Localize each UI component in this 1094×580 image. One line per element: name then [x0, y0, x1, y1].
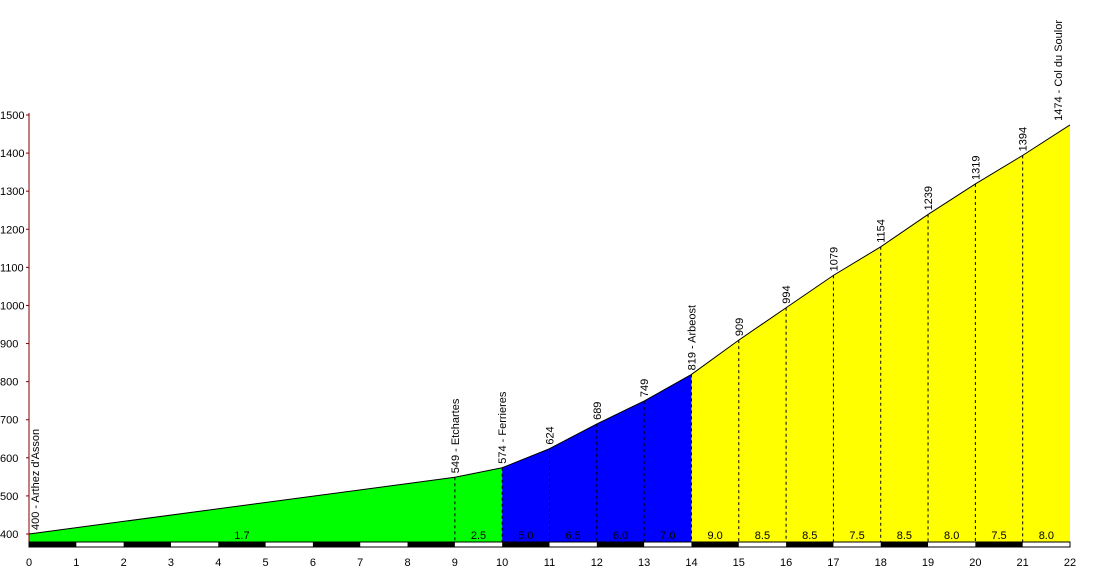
x-tick-label-10: 10 — [496, 557, 508, 569]
x-tick-label-15: 15 — [733, 557, 745, 569]
x-tick-label-18: 18 — [875, 557, 887, 569]
x-tick-label-16: 16 — [780, 557, 792, 569]
x-tick-label-2: 2 — [121, 557, 127, 569]
x-tick-label-13: 13 — [638, 557, 650, 569]
profile-area-segment-1 — [502, 374, 692, 542]
y-tick-label-7: 1100 — [0, 262, 24, 274]
point-label-11: 1239 — [923, 186, 935, 210]
gradient-label-13: 8.0 — [1039, 530, 1054, 542]
ruler-block-16 — [786, 542, 834, 547]
x-tick-label-11: 11 — [544, 557, 555, 569]
x-tick-label-14: 14 — [685, 557, 697, 569]
x-tick-label-21: 21 — [1017, 557, 1029, 569]
x-tick-label-7: 7 — [357, 557, 363, 569]
x-tick-label-5: 5 — [263, 557, 269, 569]
ruler-block-20 — [975, 542, 1023, 547]
ruler-block-0 — [29, 542, 77, 547]
x-tick-label-17: 17 — [827, 557, 839, 569]
profile-line — [28, 124, 1071, 535]
gradient-label-11: 8.0 — [944, 530, 959, 542]
y-tick-label-4: 800 — [0, 377, 18, 389]
y-tick-label-8: 1200 — [0, 224, 24, 236]
gradient-label-3: 6.5 — [566, 530, 581, 542]
ruler-block-10 — [502, 542, 550, 547]
point-label-3: 624 — [545, 426, 557, 444]
x-tick-label-9: 9 — [452, 557, 458, 569]
gradient-label-5: 7.0 — [660, 530, 675, 542]
point-label-14: 1474 - Col du Soulor — [1053, 20, 1065, 121]
point-label-6: 819 - Arbeost — [686, 305, 698, 370]
km-ruler — [28, 541, 1071, 548]
ruler-block-8 — [407, 542, 455, 547]
ruler-block-18 — [880, 542, 929, 547]
point-label-12: 1319 — [970, 155, 982, 179]
gradient-label-1: 2.5 — [471, 530, 486, 542]
y-axis: 400 500 600 700 800 900 1000 1100 1200 1300 1400 15… — [0, 110, 30, 542]
x-tick-label-20: 20 — [969, 557, 981, 569]
x-tick-label-3: 3 — [168, 557, 174, 569]
x-tick-label-8: 8 — [404, 557, 410, 569]
y-tick-label-1: 500 — [0, 491, 18, 503]
ruler-block-6 — [312, 542, 361, 547]
ruler-block-2 — [123, 542, 171, 547]
y-tick-label-2: 600 — [0, 453, 18, 465]
x-tick-label-6: 6 — [310, 557, 316, 569]
point-label-10: 1154 — [876, 219, 888, 243]
y-tick-label-9: 1300 — [0, 186, 24, 198]
gradient-label-4: 6.0 — [613, 530, 628, 542]
point-labels: 400 - Arthez d'Asson 549 - Etchartes 574 -… — [30, 20, 1065, 530]
km-drop-lines — [454, 155, 1024, 542]
profile-area-segment-0 — [29, 467, 503, 542]
point-label-7: 909 — [734, 318, 746, 336]
gradient-label-12: 7.5 — [991, 530, 1006, 542]
point-label-9: 1079 — [828, 247, 840, 271]
x-tick-label-22: 22 — [1064, 557, 1076, 569]
gradient-label-9: 7.5 — [849, 530, 864, 542]
y-tick-label-3: 700 — [0, 415, 18, 427]
x-tick-label-12: 12 — [591, 557, 603, 569]
gradient-label-10: 8.5 — [897, 530, 912, 542]
ruler-block-12 — [596, 542, 645, 547]
x-tick-label-4: 4 — [215, 557, 221, 569]
x-tick-label-1: 1 — [73, 557, 79, 569]
x-tick-label-0: 0 — [26, 557, 32, 569]
gradient-label-0: 1.7 — [234, 530, 249, 542]
point-label-0: 400 - Arthez d'Asson — [30, 429, 42, 530]
point-label-13: 1394 — [1018, 127, 1030, 151]
x-tick-label-19: 19 — [922, 557, 934, 569]
point-label-2: 574 - Ferrieres — [497, 391, 509, 464]
y-tick-label-11: 1500 — [0, 110, 24, 122]
gradient-label-8: 8.5 — [802, 530, 817, 542]
y-tick-label-5: 900 — [0, 339, 18, 351]
point-label-5: 749 — [639, 379, 651, 397]
gradient-labels: 1.7 2.5 5.0 6.5 6.0 7.0 9.0 8.5 8.5 7.5 8.5 8.0 7.5 8… — [234, 530, 1054, 542]
point-label-8: 994 — [781, 285, 793, 303]
point-label-4: 689 — [592, 402, 604, 420]
ruler-block-4 — [218, 542, 266, 547]
point-label-1: 549 - Etchartes — [450, 398, 462, 473]
x-axis-ticks: 0 1 2 3 4 5 6 7 8 9 10 11 12 13 14 15 16 17 18 19 20 21 22 — [26, 557, 1076, 569]
y-tick-label-0: 400 — [0, 529, 18, 541]
gradient-label-7: 8.5 — [755, 530, 770, 542]
gradient-label-6: 9.0 — [707, 530, 722, 542]
y-tick-label-10: 1400 — [0, 148, 24, 160]
y-tick-label-6: 1000 — [0, 300, 24, 312]
gradient-label-2: 5.0 — [518, 530, 533, 542]
ruler-block-14 — [691, 542, 739, 547]
profile-polyline — [28, 124, 1071, 535]
